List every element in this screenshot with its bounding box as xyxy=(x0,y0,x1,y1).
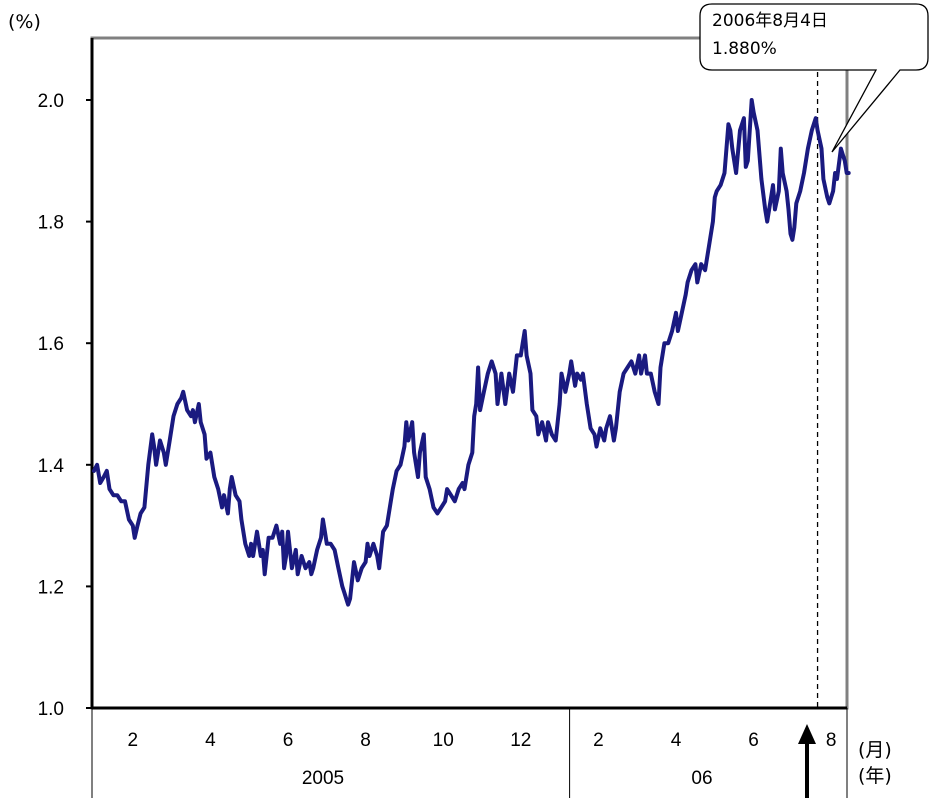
x-unit-month-label: (月) xyxy=(858,739,892,761)
year-label: 2005 xyxy=(302,768,344,789)
month-tick-label: 2 xyxy=(593,730,604,751)
callout-bubble xyxy=(699,3,929,153)
x-unit-year-label: (年) xyxy=(858,765,892,787)
month-tick-label: 10 xyxy=(433,730,454,751)
plot-frame xyxy=(90,36,849,710)
month-tick-labels: 2 4 6 8 10 12 2 4 6 8 xyxy=(128,730,837,751)
month-tick-label: 8 xyxy=(826,730,837,751)
x-axis xyxy=(90,38,847,710)
month-tick-label: 6 xyxy=(748,730,759,751)
y-tick-label: 1.4 xyxy=(38,456,65,477)
year-label: 06 xyxy=(691,768,712,789)
month-tick-label: 8 xyxy=(360,730,371,751)
month-tick-label: 4 xyxy=(205,730,216,751)
y-tick-label: 1.2 xyxy=(38,577,64,598)
y-tick-label: 1.6 xyxy=(38,334,64,355)
month-tick-label: 12 xyxy=(510,730,531,751)
month-tick-label: 2 xyxy=(128,730,139,751)
month-tick-label: 4 xyxy=(671,730,682,751)
callout-value: 1.880% xyxy=(712,39,777,59)
y-tick-label: 1.8 xyxy=(38,213,64,234)
y-unit-label: (%) xyxy=(8,11,41,33)
year-labels: 2005 06 xyxy=(91,708,848,798)
month-tick-label: 6 xyxy=(283,730,294,751)
y-tick-label: 2.0 xyxy=(38,91,64,112)
up-arrow-icon xyxy=(798,724,816,798)
series-line xyxy=(92,98,851,607)
y-tick-label: 1.0 xyxy=(38,699,64,720)
y-axis: 1.0 1.2 1.4 1.6 1.8 2.0 xyxy=(38,91,92,720)
callout-date: 2006年8月4日 xyxy=(712,11,828,31)
